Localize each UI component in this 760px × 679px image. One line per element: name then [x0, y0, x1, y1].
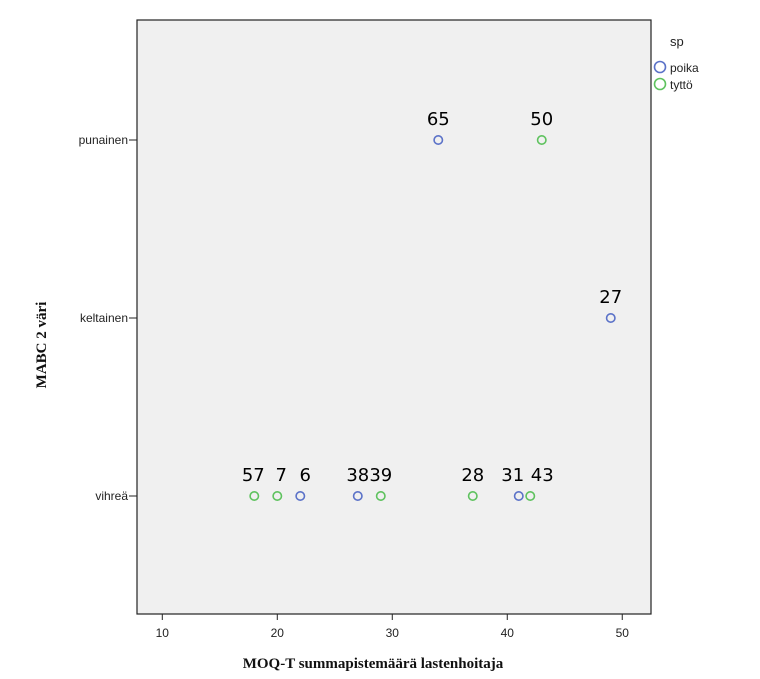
data-point-tyttö: [375, 490, 386, 501]
legend: sp poika tyttö: [653, 34, 699, 92]
y-category-label: vihreä: [95, 489, 128, 503]
data-label: 7: [276, 465, 287, 486]
data-label: 39: [369, 465, 392, 486]
legend-marker-poika: [653, 60, 667, 74]
legend-marker-tyttö: [653, 77, 667, 91]
data-point-tyttö: [249, 490, 260, 501]
data-label: 31: [501, 465, 524, 486]
y-category-label: keltainen: [80, 311, 128, 325]
data-point-tyttö: [536, 135, 547, 146]
data-point-poika: [295, 490, 306, 501]
data-point-tyttö: [525, 490, 536, 501]
data-point-poika: [433, 135, 444, 146]
data-points: [249, 135, 616, 501]
data-label: 57: [242, 465, 265, 486]
x-tick-label: 30: [386, 626, 400, 640]
legend-label-tyttö: tyttö: [670, 78, 693, 92]
data-point-poika: [513, 490, 524, 501]
data-label: 65: [427, 109, 450, 130]
data-label: 50: [530, 109, 553, 130]
x-tick-label: 10: [156, 626, 170, 640]
data-label: 38: [346, 465, 369, 486]
legend-label-poika: poika: [670, 61, 699, 75]
legend-title: sp: [670, 34, 684, 49]
x-tick-label: 40: [501, 626, 515, 640]
data-label: 43: [531, 465, 554, 486]
data-labels: 65 27 6 38 31 50 57 7 39 28 43: [242, 109, 622, 486]
data-point-poika: [605, 312, 616, 323]
data-point-poika: [352, 490, 363, 501]
x-axis: 10 20 30 40 50: [156, 614, 630, 640]
data-label: 28: [461, 465, 484, 486]
x-tick-label: 50: [616, 626, 630, 640]
data-point-tyttö: [272, 490, 283, 501]
y-category-label: punainen: [79, 133, 128, 147]
y-axis-title: MABC 2 väri: [34, 302, 50, 389]
y-axis: punainen keltainen vihreä: [79, 133, 137, 503]
data-label: 6: [300, 465, 311, 486]
data-point-tyttö: [467, 490, 478, 501]
x-tick-label: 20: [271, 626, 285, 640]
plot-area: [136, 19, 652, 615]
x-axis-title: MOQ-T summapistemäärä lastenhoitaja: [243, 656, 504, 672]
data-label: 27: [599, 287, 622, 308]
